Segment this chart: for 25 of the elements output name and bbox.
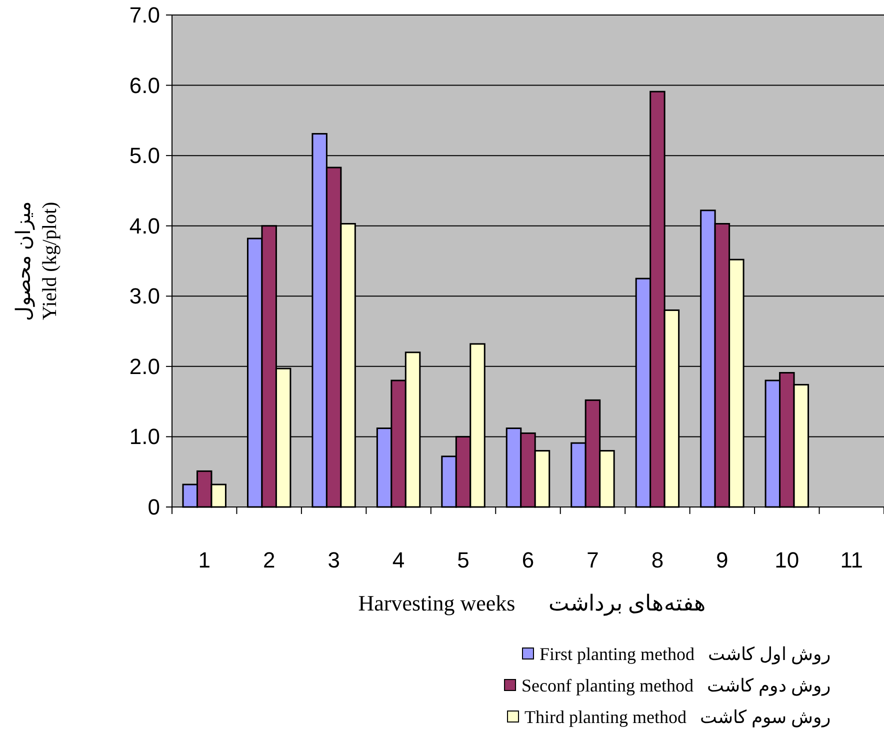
xtick-label: 6 [522, 548, 534, 572]
xtick-label: 3 [328, 548, 340, 572]
xtick-label: 4 [392, 548, 405, 572]
ylabel: Yield (kg/plot) [39, 202, 61, 320]
legend-label: Third planting method روش سوم کاشت [524, 707, 831, 727]
legend-label: Seconf planting method روش دوم کاشت [522, 676, 831, 696]
ytick-label: 4.0 [129, 213, 160, 238]
ytick-label: 3.0 [129, 284, 160, 309]
xtick-label: 5 [457, 548, 470, 572]
xtick-label: 11 [840, 548, 864, 572]
ytick-label: 6.0 [129, 72, 160, 98]
ytick-label: 7.0 [129, 2, 160, 28]
ytick-label: 2.0 [129, 354, 160, 379]
xlabel: Harvesting weeks هفته‌های برداشت [358, 590, 706, 616]
ytick-label: 0 [148, 494, 160, 520]
xtick-label: 7 [586, 548, 599, 572]
ytick-label: 5.0 [129, 143, 160, 168]
xtick-label: 2 [262, 548, 276, 572]
xtick-label: 1 [198, 548, 210, 572]
xtick-label: 8 [651, 548, 664, 572]
xtick-label: 10 [774, 548, 800, 572]
xtick-label: 9 [716, 548, 728, 572]
ytick-label: 1.0 [129, 424, 160, 450]
legend-label: First planting method روش اول کاشت [540, 644, 831, 664]
ylabel: میزان محصول [13, 201, 35, 321]
